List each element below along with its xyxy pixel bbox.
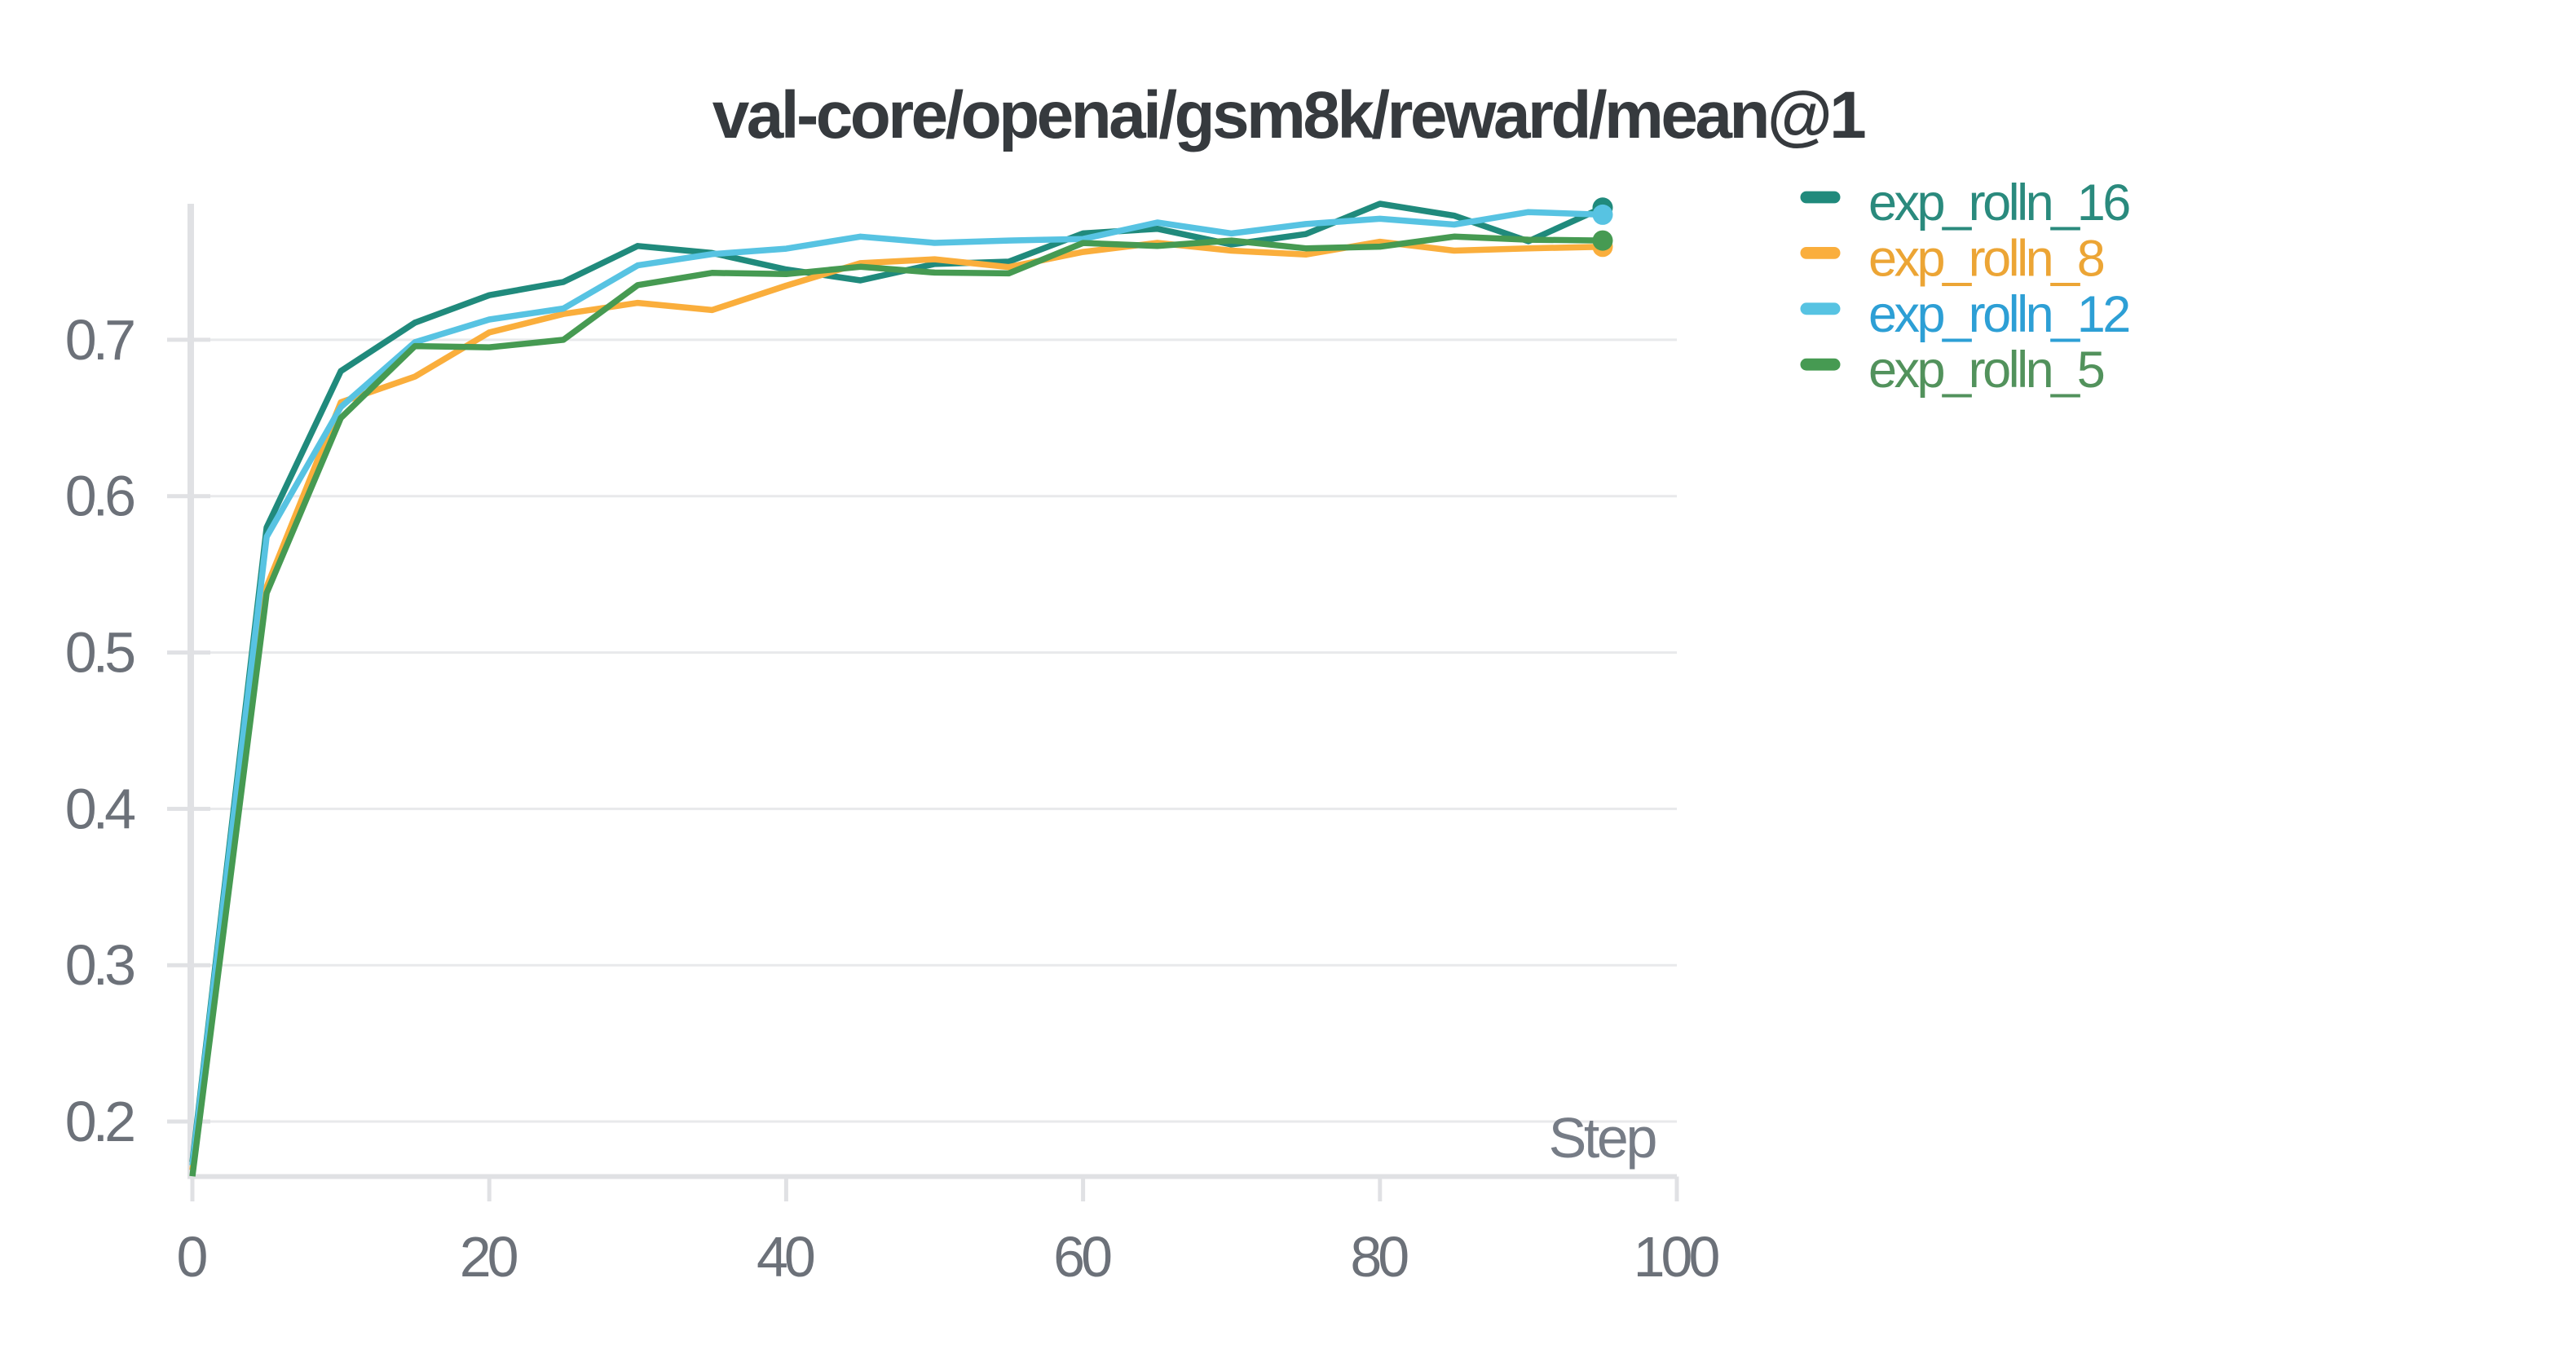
svg-text:0.4: 0.4 — [65, 777, 135, 840]
svg-text:0.3: 0.3 — [65, 933, 134, 997]
svg-text:20: 20 — [460, 1225, 518, 1289]
svg-text:exp_rolln_12: exp_rolln_12 — [1868, 286, 2128, 343]
svg-text:exp_rolln_16: exp_rolln_16 — [1868, 174, 2129, 231]
svg-text:exp_rolln_5: exp_rolln_5 — [1868, 342, 2104, 399]
svg-text:val-core/openai/gsm8k/reward/m: val-core/openai/gsm8k/reward/mean@1 — [712, 78, 1865, 152]
svg-text:40: 40 — [756, 1225, 814, 1289]
svg-text:100: 100 — [1634, 1225, 1719, 1289]
svg-text:Step: Step — [1549, 1106, 1656, 1170]
svg-text:0: 0 — [177, 1225, 207, 1289]
svg-text:0.5: 0.5 — [65, 621, 134, 685]
svg-text:0.2: 0.2 — [65, 1090, 134, 1153]
svg-text:exp_rolln_8: exp_rolln_8 — [1868, 230, 2104, 287]
svg-text:60: 60 — [1053, 1225, 1111, 1289]
svg-text:0.7: 0.7 — [65, 308, 134, 372]
svg-text:80: 80 — [1350, 1225, 1408, 1289]
svg-text:0.6: 0.6 — [65, 465, 134, 528]
